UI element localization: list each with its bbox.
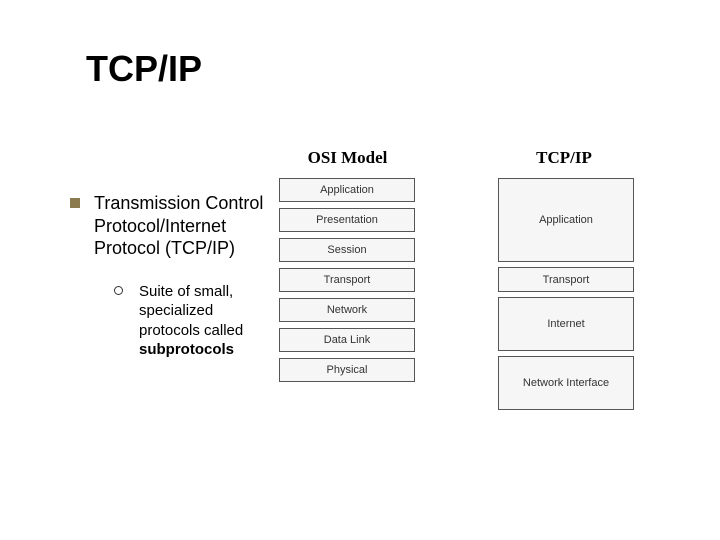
tcpip-layer-box: Transport bbox=[498, 267, 634, 292]
sub-bold: subprotocols bbox=[139, 341, 234, 358]
osi-layer-box: Transport bbox=[279, 268, 415, 292]
bullet-main-text: Transmission Control Protocol/Internet P… bbox=[94, 192, 275, 260]
tcpip-header: TCP/IP bbox=[524, 148, 604, 168]
sub-bullet-item: Suite of small, specialized protocols ca… bbox=[114, 282, 275, 360]
osi-layer-box: Presentation bbox=[279, 208, 415, 232]
sub-prefix: Suite of small, specialized protocols ca… bbox=[139, 283, 243, 339]
osi-stack: Application Presentation Session Transpo… bbox=[279, 178, 415, 388]
square-bullet-icon bbox=[70, 198, 80, 208]
osi-header: OSI Model bbox=[300, 148, 395, 168]
osi-layer-box: Physical bbox=[279, 358, 415, 382]
tcpip-stack: Application Transport Internet Network I… bbox=[498, 178, 634, 415]
osi-layer-box: Session bbox=[279, 238, 415, 262]
tcpip-layer-box: Application bbox=[498, 178, 634, 262]
tcpip-layer-box: Internet bbox=[498, 297, 634, 351]
bullet-list: Transmission Control Protocol/Internet P… bbox=[70, 192, 275, 360]
bullet-item: Transmission Control Protocol/Internet P… bbox=[70, 192, 275, 260]
tcpip-layer-box: Network Interface bbox=[498, 356, 634, 410]
circle-bullet-icon bbox=[114, 286, 123, 295]
osi-layer-box: Network bbox=[279, 298, 415, 322]
osi-layer-box: Application bbox=[279, 178, 415, 202]
slide-title: TCP/IP bbox=[86, 48, 202, 90]
sub-bullet-text: Suite of small, specialized protocols ca… bbox=[139, 282, 275, 360]
osi-layer-box: Data Link bbox=[279, 328, 415, 352]
